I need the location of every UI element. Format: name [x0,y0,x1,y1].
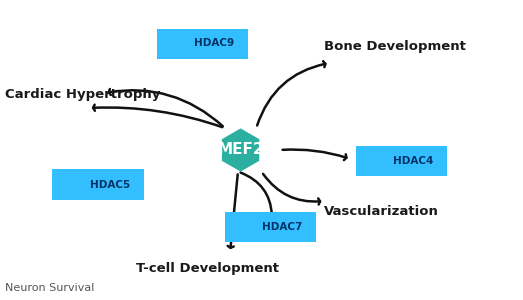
Text: MEF2: MEF2 [217,142,264,158]
Text: T-cell Development: T-cell Development [136,262,279,275]
Text: HDAC5: HDAC5 [90,179,130,190]
FancyBboxPatch shape [157,28,248,58]
Text: Bone Development: Bone Development [324,40,466,53]
Text: HDAC9: HDAC9 [195,38,234,49]
FancyBboxPatch shape [52,169,144,200]
Text: Neuron Survival: Neuron Survival [5,283,95,293]
Text: HDAC4: HDAC4 [393,155,434,166]
Text: Vascularization: Vascularization [324,205,439,218]
Polygon shape [222,128,259,172]
Text: Cardiac Hypertrophy: Cardiac Hypertrophy [5,88,161,101]
FancyBboxPatch shape [225,212,316,242]
FancyBboxPatch shape [356,146,447,176]
Text: HDAC7: HDAC7 [262,221,303,232]
